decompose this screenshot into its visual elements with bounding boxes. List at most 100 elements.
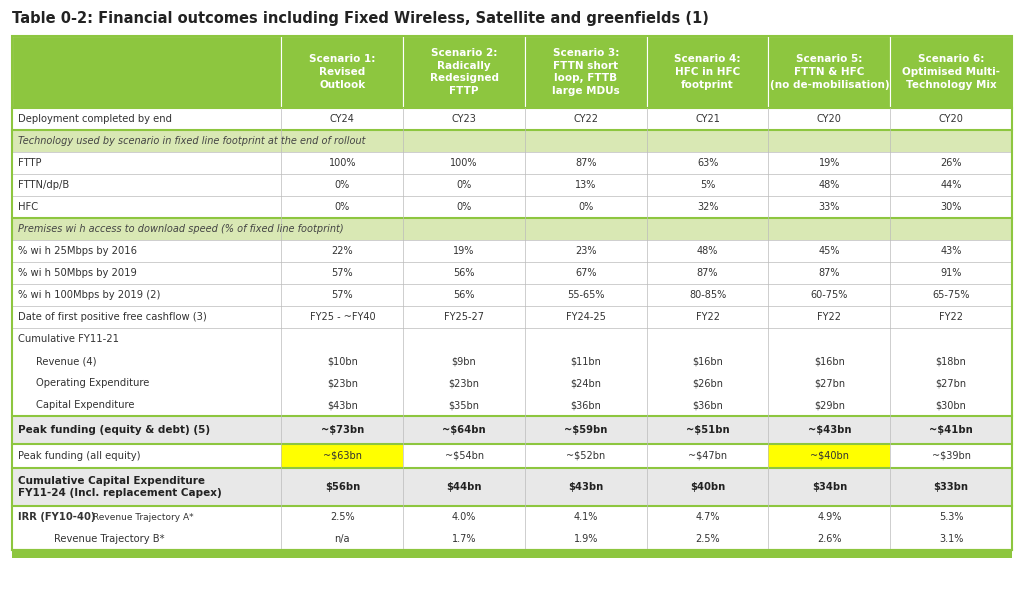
Bar: [403, 36, 525, 108]
Text: CY21: CY21: [695, 114, 720, 124]
Text: FY22: FY22: [939, 312, 964, 322]
Text: ~$40bn: ~$40bn: [810, 451, 849, 461]
Bar: [525, 36, 647, 108]
Text: Revenue Trajectory A*: Revenue Trajectory A*: [90, 513, 194, 522]
Text: 87%: 87%: [575, 158, 597, 168]
Text: ~$41bn: ~$41bn: [929, 425, 973, 435]
Text: FTTN/dp/B: FTTN/dp/B: [18, 180, 70, 190]
Text: $16bn: $16bn: [814, 356, 845, 366]
Text: $29bn: $29bn: [814, 400, 845, 410]
Text: $33bn: $33bn: [934, 482, 969, 492]
Text: 91%: 91%: [940, 268, 962, 278]
Text: $16bn: $16bn: [692, 356, 723, 366]
Text: $11bn: $11bn: [570, 356, 601, 366]
Text: 55-65%: 55-65%: [567, 290, 604, 300]
Bar: [12, 416, 1012, 444]
Bar: [12, 36, 1012, 550]
Bar: [12, 550, 1012, 558]
Text: FY22: FY22: [695, 312, 720, 322]
Text: HFC: HFC: [18, 202, 38, 212]
Text: 56%: 56%: [454, 268, 475, 278]
Text: ~$52bn: ~$52bn: [566, 451, 605, 461]
Text: 13%: 13%: [575, 180, 597, 190]
Text: CY20: CY20: [817, 114, 842, 124]
Text: 56%: 56%: [454, 290, 475, 300]
Text: ~$59bn: ~$59bn: [564, 425, 607, 435]
Text: 63%: 63%: [697, 158, 718, 168]
Text: Scenario 5:
FTTN & HFC
(no de-mobilisation): Scenario 5: FTTN & HFC (no de-mobilisati…: [770, 54, 889, 90]
Bar: [12, 372, 1012, 394]
Text: 33%: 33%: [818, 202, 840, 212]
Text: 5%: 5%: [700, 180, 716, 190]
Bar: [12, 350, 1012, 372]
Bar: [12, 444, 1012, 468]
Text: 30%: 30%: [940, 202, 962, 212]
Text: Revenue (4): Revenue (4): [36, 356, 96, 366]
Text: $23bn: $23bn: [449, 378, 479, 388]
Bar: [12, 196, 1012, 218]
Text: $24bn: $24bn: [570, 378, 601, 388]
Text: 4.7%: 4.7%: [695, 512, 720, 522]
Text: ~$51bn: ~$51bn: [686, 425, 729, 435]
Text: % wi h 50Mbps by 2019: % wi h 50Mbps by 2019: [18, 268, 137, 278]
Bar: [768, 36, 890, 108]
Text: $36bn: $36bn: [692, 400, 723, 410]
Text: $34bn: $34bn: [812, 482, 847, 492]
Text: 5.3%: 5.3%: [939, 512, 964, 522]
Text: IRR (FY10-40): IRR (FY10-40): [18, 512, 99, 522]
Text: Scenario 3:
FTTN short
loop, FTTB
large MDUs: Scenario 3: FTTN short loop, FTTB large …: [552, 48, 620, 96]
Text: $10bn: $10bn: [327, 356, 357, 366]
Text: Scenario 2:
Radically
Redesigned
FTTP: Scenario 2: Radically Redesigned FTTP: [430, 48, 499, 96]
Text: $35bn: $35bn: [449, 400, 479, 410]
Text: ~$63bn: ~$63bn: [323, 451, 361, 461]
Text: 2.5%: 2.5%: [695, 534, 720, 544]
Text: FTTP: FTTP: [18, 158, 42, 168]
Text: Peak funding (equity & debt) (5): Peak funding (equity & debt) (5): [18, 425, 210, 435]
Text: 26%: 26%: [940, 158, 962, 168]
Text: 23%: 23%: [575, 246, 597, 256]
Text: ~$64bn: ~$64bn: [442, 425, 486, 435]
Text: % wi h 100Mbps by 2019 (2): % wi h 100Mbps by 2019 (2): [18, 290, 161, 300]
Text: Scenario 4:
HFC in HFC
footprint: Scenario 4: HFC in HFC footprint: [675, 54, 740, 90]
Bar: [647, 36, 768, 108]
Text: Date of first positive free cashflow (3): Date of first positive free cashflow (3): [18, 312, 207, 322]
Text: ~$47bn: ~$47bn: [688, 451, 727, 461]
Text: 57%: 57%: [332, 268, 353, 278]
Bar: [12, 328, 1012, 350]
Text: 0%: 0%: [335, 180, 350, 190]
Text: ~$43bn: ~$43bn: [808, 425, 851, 435]
Text: CY22: CY22: [573, 114, 598, 124]
Bar: [12, 36, 282, 108]
Text: $9bn: $9bn: [452, 356, 476, 366]
Bar: [12, 528, 1012, 550]
Bar: [890, 36, 1012, 108]
Text: 3.1%: 3.1%: [939, 534, 964, 544]
Text: Deployment completed by end: Deployment completed by end: [18, 114, 172, 124]
Text: 80-85%: 80-85%: [689, 290, 726, 300]
Bar: [12, 284, 1012, 306]
Text: Table 0-2: Financial outcomes including Fixed Wireless, Satellite and greenfield: Table 0-2: Financial outcomes including …: [12, 11, 709, 26]
Text: Operating Expenditure: Operating Expenditure: [36, 378, 150, 388]
Text: 1.7%: 1.7%: [452, 534, 476, 544]
Bar: [768, 444, 890, 468]
Text: $56bn: $56bn: [325, 482, 360, 492]
Text: 0%: 0%: [335, 202, 350, 212]
Bar: [12, 108, 1012, 130]
Text: 60-75%: 60-75%: [811, 290, 848, 300]
Text: 19%: 19%: [818, 158, 840, 168]
Text: 87%: 87%: [697, 268, 719, 278]
Text: 22%: 22%: [332, 246, 353, 256]
Text: $26bn: $26bn: [692, 378, 723, 388]
Text: $36bn: $36bn: [570, 400, 601, 410]
Bar: [12, 130, 1012, 152]
Text: $27bn: $27bn: [936, 378, 967, 388]
Text: 100%: 100%: [451, 158, 478, 168]
Text: ~$39bn: ~$39bn: [932, 451, 971, 461]
Text: 0%: 0%: [579, 202, 594, 212]
Text: FY24-25: FY24-25: [566, 312, 606, 322]
Text: $43bn: $43bn: [327, 400, 357, 410]
Text: 32%: 32%: [697, 202, 719, 212]
Text: CY20: CY20: [939, 114, 964, 124]
Bar: [12, 174, 1012, 196]
Text: 57%: 57%: [332, 290, 353, 300]
